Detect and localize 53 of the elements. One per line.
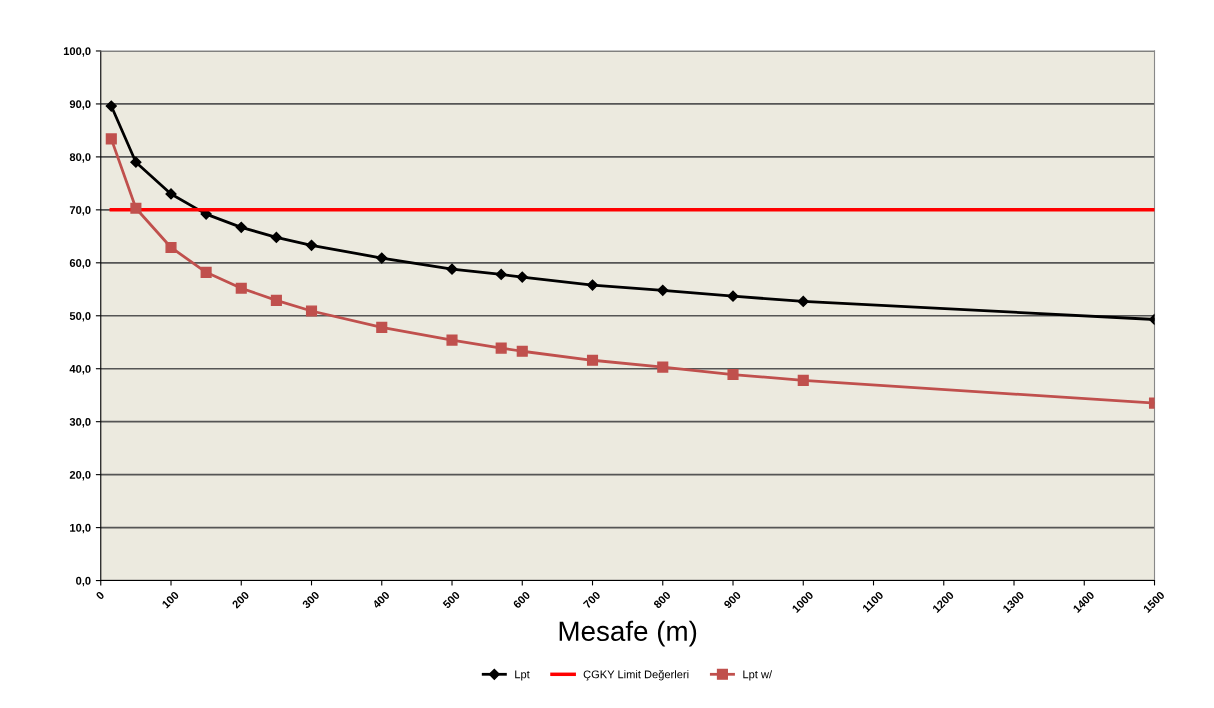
point bbox=[130, 156, 142, 168]
point bbox=[105, 100, 117, 112]
x-tick-label: 900 bbox=[723, 590, 742, 609]
point bbox=[657, 361, 669, 373]
point bbox=[130, 202, 142, 214]
x-tick-label: 600 bbox=[512, 590, 531, 609]
point bbox=[305, 239, 318, 251]
point bbox=[200, 266, 212, 278]
y-tick-label: 100,0 bbox=[63, 47, 91, 57]
x-tick-label: 0 bbox=[95, 590, 105, 601]
point bbox=[446, 263, 458, 275]
point bbox=[446, 334, 458, 346]
y-tick-label: 0,0 bbox=[76, 576, 91, 587]
y-tick-label: 30,0 bbox=[69, 417, 91, 428]
x-tick-label: 800 bbox=[653, 590, 672, 609]
y-tick-label: 90,0 bbox=[69, 100, 91, 110]
point bbox=[235, 282, 247, 294]
point bbox=[495, 268, 507, 281]
point bbox=[727, 290, 739, 302]
x-tick-label: 300 bbox=[301, 590, 320, 609]
point bbox=[270, 294, 282, 306]
point bbox=[305, 305, 318, 317]
x-tick-label: 500 bbox=[442, 590, 461, 609]
point bbox=[376, 252, 388, 264]
point bbox=[516, 345, 528, 357]
y-tick-label: 80,0 bbox=[69, 153, 91, 163]
y-tick-label: 60,0 bbox=[69, 259, 91, 269]
x-tick-label: 200 bbox=[231, 590, 250, 609]
point bbox=[727, 368, 739, 381]
y-tick-label: 70,0 bbox=[69, 206, 91, 216]
point bbox=[586, 279, 599, 291]
y-tick-label: 10,0 bbox=[70, 523, 91, 534]
y-tick-label: 20,0 bbox=[69, 470, 91, 481]
point bbox=[657, 284, 669, 296]
point bbox=[376, 321, 388, 333]
legend-label: ÇGKY Limit Değerleri bbox=[583, 670, 689, 681]
legend-label: Lpt w/ bbox=[743, 670, 773, 681]
legend-label: Lpt bbox=[515, 670, 530, 681]
point bbox=[586, 354, 599, 366]
point bbox=[495, 342, 507, 354]
point bbox=[235, 221, 247, 233]
y-tick-label: 40,0 bbox=[69, 364, 91, 375]
x-tick-label: 700 bbox=[582, 590, 601, 609]
x-tick-label: 400 bbox=[371, 590, 391, 610]
x-tick-label: 100 bbox=[161, 590, 180, 609]
point bbox=[797, 374, 809, 386]
point bbox=[516, 271, 528, 283]
x-axis-title: Mesafe (m) bbox=[559, 620, 697, 647]
point bbox=[270, 231, 282, 243]
point bbox=[105, 133, 117, 145]
point bbox=[797, 295, 809, 308]
y-tick-label: 50,0 bbox=[69, 312, 91, 322]
point bbox=[165, 241, 177, 254]
